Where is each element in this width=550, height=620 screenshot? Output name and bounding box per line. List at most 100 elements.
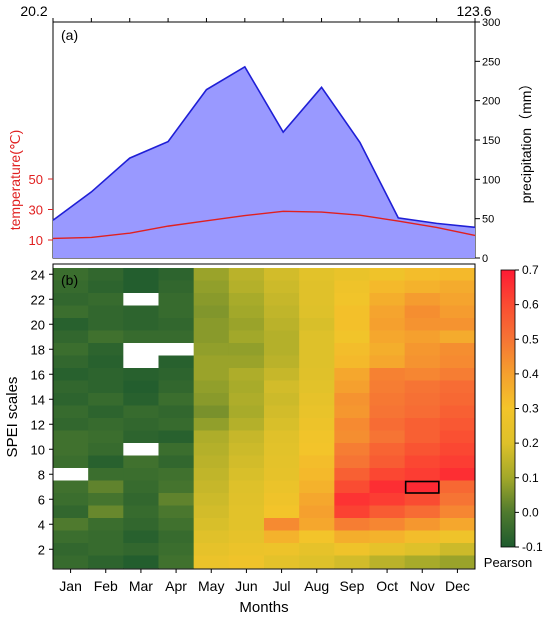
heatmap-cell: [334, 430, 370, 444]
x-axis-label: Months: [239, 599, 288, 616]
heatmap-cell: [369, 280, 406, 294]
heatmap-cell: [228, 555, 265, 569]
heatmap-cell: [334, 543, 370, 556]
heatmap-cell: [369, 318, 406, 331]
spei-tick-label: 10: [31, 442, 45, 457]
heatmap-cell: [369, 393, 406, 406]
heatmap-cell: [88, 305, 124, 319]
heatmap-cell: [228, 280, 265, 294]
heatmap-cell: [88, 368, 124, 381]
heatmap-cell: [334, 305, 370, 319]
heatmap-cell: [334, 518, 370, 531]
heatmap-cell: [193, 330, 230, 344]
heatmap-cell: [228, 443, 265, 456]
colorbar-label: Pearson: [484, 555, 532, 570]
heatmap-cell: [53, 430, 89, 444]
heatmap-cell: [334, 493, 370, 506]
heatmap-cell: [228, 430, 265, 444]
month-tick-label: Dec: [445, 578, 470, 594]
heatmap-cell: [53, 293, 89, 306]
heatmap-cell: [264, 318, 300, 331]
heatmap-cell: [88, 505, 124, 519]
heatmap-cell: [369, 493, 406, 506]
heatmap-cell: [158, 293, 195, 306]
heatmap-cell: [88, 268, 124, 281]
heatmap-cell: [369, 305, 406, 319]
heatmap-cell: [369, 480, 406, 494]
spei-tick-label: 12: [31, 417, 45, 432]
heatmap-cell: [264, 480, 300, 494]
heatmap-cell: [404, 380, 441, 394]
heatmap-cell: [88, 380, 124, 394]
month-tick-label: Jan: [59, 578, 82, 594]
heatmap-cell: [439, 280, 476, 294]
heatmap-cell: [123, 330, 159, 344]
heatmap-cell: [264, 518, 300, 531]
heatmap-cell: [193, 280, 230, 294]
heatmap-cell: [334, 293, 370, 306]
spei-tick-label: 6: [38, 492, 45, 507]
heatmap-cell: [123, 380, 159, 394]
month-tick-label: Oct: [376, 578, 398, 594]
heatmap-cell: [404, 543, 441, 556]
heatmap-cell: [158, 380, 195, 394]
heatmap-cell: [334, 443, 370, 456]
heatmap-cell: [369, 543, 406, 556]
heatmap-cell: [439, 468, 476, 481]
heatmap-cell: [53, 493, 89, 506]
heatmap-cell: [299, 518, 335, 531]
heatmap-cell: [53, 468, 89, 481]
heatmap-cell: [228, 355, 265, 369]
temperature-tick-label: 50: [29, 172, 43, 187]
month-tick-label: Aug: [304, 578, 329, 594]
precipitation-tick-label: 150: [482, 135, 500, 147]
heatmap-cell: [299, 330, 335, 344]
heatmap-cell: [334, 355, 370, 369]
heatmap-cell: [228, 455, 265, 469]
heatmap-cell: [193, 493, 230, 506]
heatmap-cell: [369, 405, 406, 419]
heatmap-cell: [158, 493, 195, 506]
heatmap-cell: [369, 555, 406, 569]
heatmap-cell: [404, 393, 441, 406]
heatmap-cell: [228, 505, 265, 519]
panel-a-precipitation-temperature: (a) 20.2 123.6 0 50 100 150 200 250 300 precip…: [7, 3, 534, 265]
heatmap-cell: [299, 393, 335, 406]
heatmap-cell: [88, 393, 124, 406]
spei-tick-label: 8: [38, 467, 45, 482]
heatmap-cell: [334, 468, 370, 481]
spei-tick-label: 22: [31, 292, 45, 307]
heatmap-cell: [158, 305, 195, 319]
heatmap-cell: [123, 443, 159, 456]
heatmap-cell: [158, 480, 195, 494]
heatmap-cell: [369, 530, 406, 544]
heatmap-cell: [53, 505, 89, 519]
heatmap-cell: [439, 330, 476, 344]
heatmap-cell: [299, 430, 335, 444]
heatmap-cell: [404, 480, 441, 494]
heatmap-cell: [193, 430, 230, 444]
heatmap-cell: [193, 293, 230, 306]
temperature-axis-label: temperature(℃): [7, 130, 23, 231]
heatmap-cell: [228, 330, 265, 344]
heatmap-cell: [404, 318, 441, 331]
heatmap-cell: [193, 380, 230, 394]
heatmap-cell: [334, 280, 370, 294]
heatmap-cell: [88, 468, 124, 481]
heatmap-cell: [158, 368, 195, 381]
heatmap-cell: [88, 530, 124, 544]
heatmap-cell: [299, 530, 335, 544]
heatmap-cell: [439, 505, 476, 519]
spei-tick-label: 24: [31, 267, 45, 282]
heatmap-cell: [88, 280, 124, 294]
heatmap-cell: [334, 330, 370, 344]
spei-tick-label: 14: [31, 392, 45, 407]
heatmap-cell: [123, 368, 159, 381]
heatmap-cell: [299, 305, 335, 319]
precipitation-series-line: [52, 65, 476, 229]
heatmap-cell: [53, 355, 89, 369]
precipitation-axis-label: precipitation（mm）: [518, 77, 534, 204]
heatmap-cell: [228, 305, 265, 319]
